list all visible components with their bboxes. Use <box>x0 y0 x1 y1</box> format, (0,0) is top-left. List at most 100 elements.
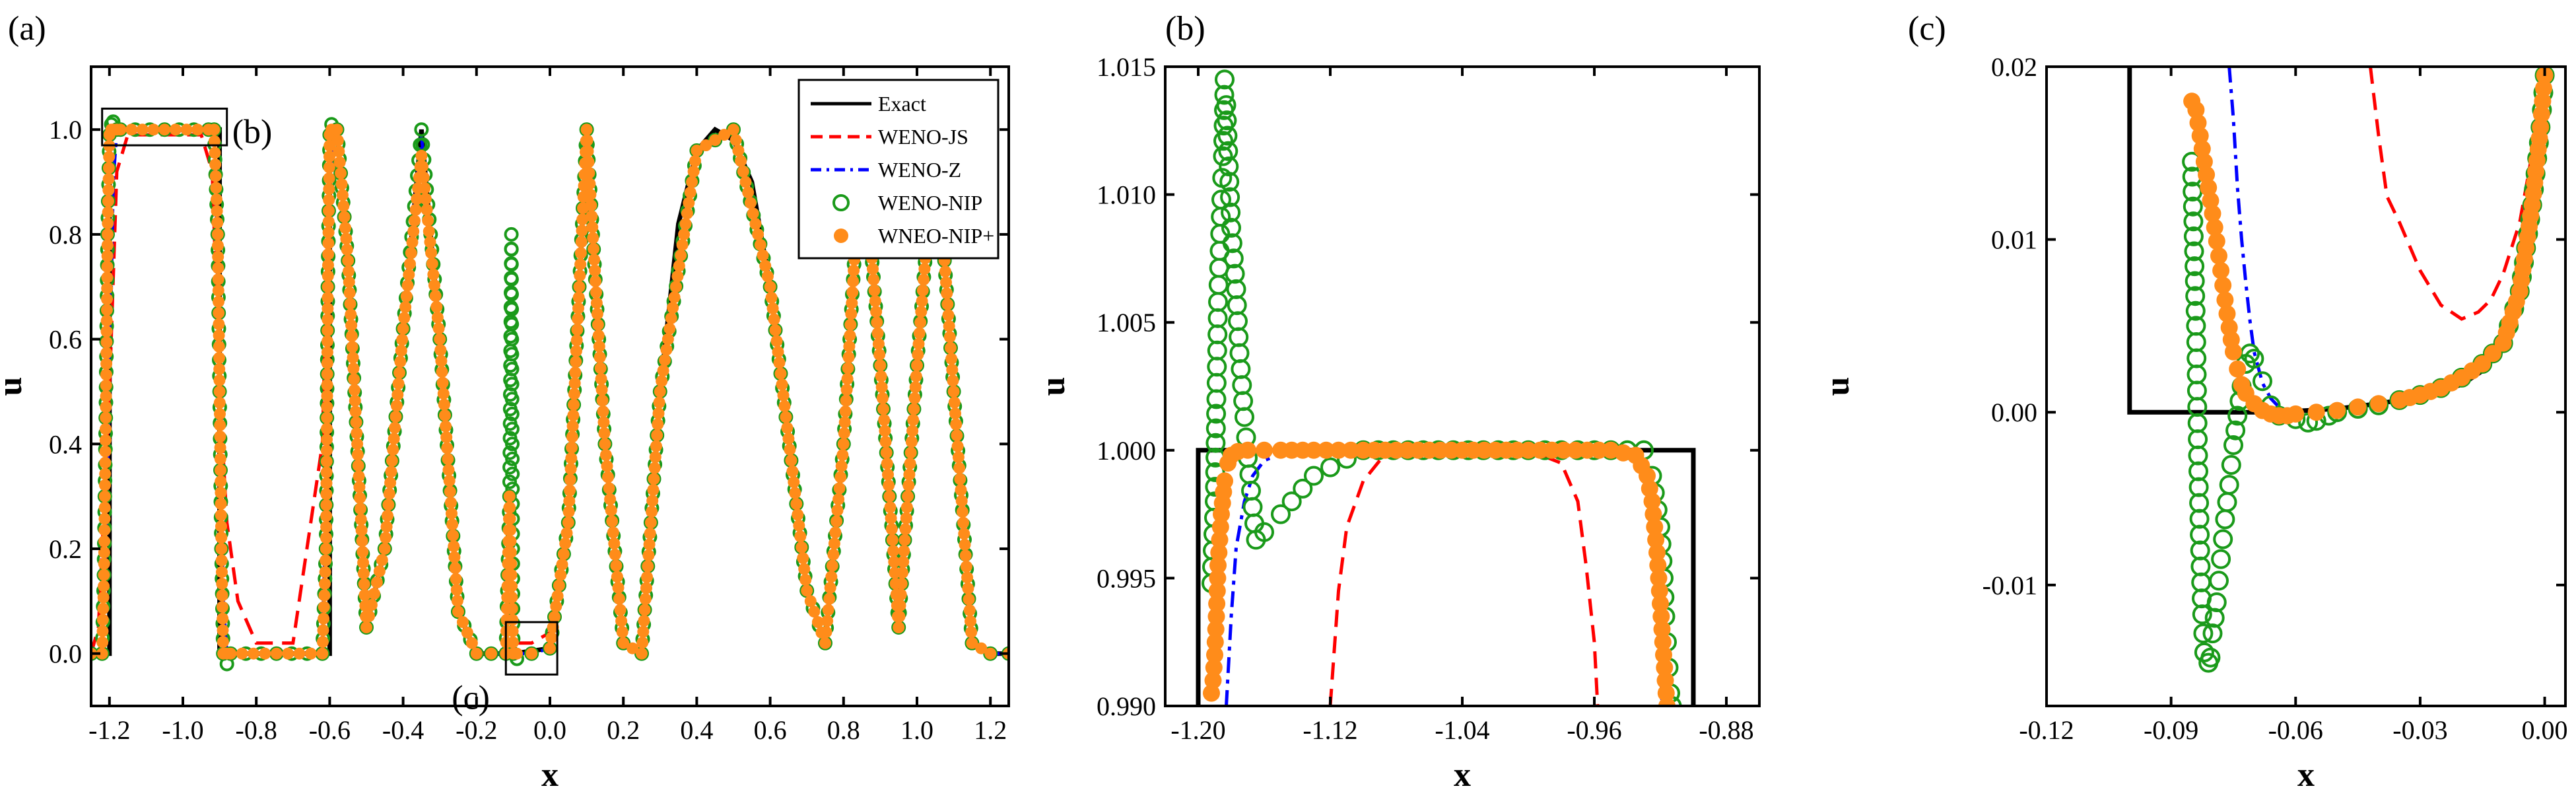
data-point <box>323 172 335 184</box>
data-point <box>350 416 362 429</box>
data-point <box>2211 549 2231 569</box>
data-point <box>953 462 966 474</box>
data-point <box>214 452 226 465</box>
data-point <box>340 232 353 245</box>
data-point <box>946 363 959 376</box>
data-point <box>2287 405 2305 423</box>
data-point <box>259 647 271 660</box>
data-point <box>348 373 360 386</box>
data-point <box>380 520 393 533</box>
data-point <box>660 343 673 356</box>
data-point <box>900 501 913 514</box>
data-point <box>837 438 850 450</box>
series-weno-js <box>2369 67 2547 321</box>
data-point <box>627 642 639 654</box>
data-point <box>525 647 538 660</box>
data-point <box>798 563 811 575</box>
data-point <box>846 297 858 309</box>
data-point <box>395 345 407 357</box>
y-tick-label: -0.01 <box>1983 571 2037 600</box>
data-point <box>100 368 112 381</box>
series-weno-js <box>1328 448 1600 706</box>
data-point <box>405 247 417 260</box>
series-wneo-nip- <box>2183 67 2554 425</box>
data-point <box>872 337 885 350</box>
data-point <box>102 173 115 186</box>
data-point <box>657 365 669 377</box>
data-point <box>1225 263 1245 284</box>
data-point <box>214 419 226 431</box>
data-point <box>617 637 630 649</box>
data-point <box>338 211 351 223</box>
data-point <box>959 549 972 562</box>
data-point <box>394 355 407 368</box>
data-point <box>380 532 392 544</box>
data-point <box>880 446 893 459</box>
data-point <box>656 375 668 388</box>
data-point <box>102 228 114 240</box>
data-point <box>599 438 611 450</box>
data-point <box>1206 633 1224 651</box>
data-point <box>1221 217 1241 238</box>
data-point <box>550 600 562 613</box>
data-point <box>2225 343 2242 361</box>
series-line <box>1328 448 1600 706</box>
data-point <box>2200 647 2221 668</box>
series-line <box>2369 67 2547 321</box>
data-point <box>768 313 780 326</box>
data-point <box>2225 420 2246 440</box>
data-point <box>1281 491 1302 512</box>
data-point <box>461 626 473 639</box>
data-point <box>2190 524 2210 545</box>
data-point <box>349 394 361 407</box>
data-point <box>2186 348 2207 368</box>
data-point <box>213 340 225 353</box>
data-point <box>382 499 395 511</box>
data-point <box>333 145 345 158</box>
data-point <box>834 471 847 483</box>
data-point <box>2187 101 2205 119</box>
data-point <box>661 333 674 345</box>
data-point <box>742 186 755 199</box>
data-point <box>323 183 335 195</box>
data-point <box>913 327 926 339</box>
plot-area <box>2127 67 2555 673</box>
data-point <box>613 592 625 605</box>
series-weno-nip <box>1202 69 1682 706</box>
data-point <box>898 534 911 546</box>
data-point <box>646 505 658 518</box>
data-point <box>321 433 333 446</box>
data-point <box>417 160 428 173</box>
data-point <box>955 484 967 496</box>
data-point <box>650 440 662 452</box>
data-point <box>99 479 111 491</box>
data-point <box>597 405 609 417</box>
data-point <box>211 217 224 229</box>
data-point <box>975 642 988 654</box>
y-tick-label: 1.0 <box>49 115 82 145</box>
data-point <box>591 308 603 320</box>
data-point <box>636 647 648 660</box>
data-point <box>100 379 112 392</box>
data-point <box>1330 441 1347 459</box>
data-point <box>823 592 836 605</box>
data-point <box>568 398 580 411</box>
x-tick-label: -1.0 <box>162 715 203 745</box>
data-point <box>582 145 594 157</box>
data-point <box>215 543 228 555</box>
data-point <box>833 482 846 495</box>
data-point <box>360 621 372 633</box>
data-point <box>213 385 226 398</box>
x-tick-label: 0.8 <box>827 715 860 745</box>
data-point <box>2219 475 2239 495</box>
data-point <box>598 427 611 439</box>
data-point <box>409 215 421 227</box>
data-point <box>216 601 228 614</box>
data-point <box>1652 595 1669 613</box>
data-point <box>345 319 358 332</box>
data-point <box>2215 509 2235 530</box>
data-point <box>504 332 520 347</box>
data-point <box>596 394 609 407</box>
data-point <box>398 312 411 324</box>
data-point <box>1271 504 1291 524</box>
